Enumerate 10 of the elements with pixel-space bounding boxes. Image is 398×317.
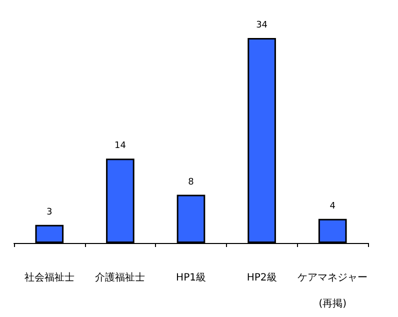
x-tick-label: HP1級 bbox=[176, 272, 206, 284]
data-label: 3 bbox=[46, 207, 52, 218]
x-tick-label: HP2級 bbox=[246, 272, 277, 284]
data-label: 4 bbox=[330, 201, 336, 212]
x-tick-label: 社会福祉士 bbox=[24, 272, 74, 284]
data-label: 8 bbox=[188, 177, 194, 188]
x-tick-label: 介護福祉士 bbox=[95, 272, 146, 284]
data-label: 34 bbox=[256, 20, 268, 30]
category-label: ケアマネジャー (再掲) bbox=[298, 272, 368, 310]
data-label: 14 bbox=[114, 141, 126, 152]
